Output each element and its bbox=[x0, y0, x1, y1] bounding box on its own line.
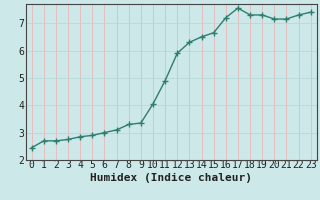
X-axis label: Humidex (Indice chaleur): Humidex (Indice chaleur) bbox=[90, 173, 252, 183]
